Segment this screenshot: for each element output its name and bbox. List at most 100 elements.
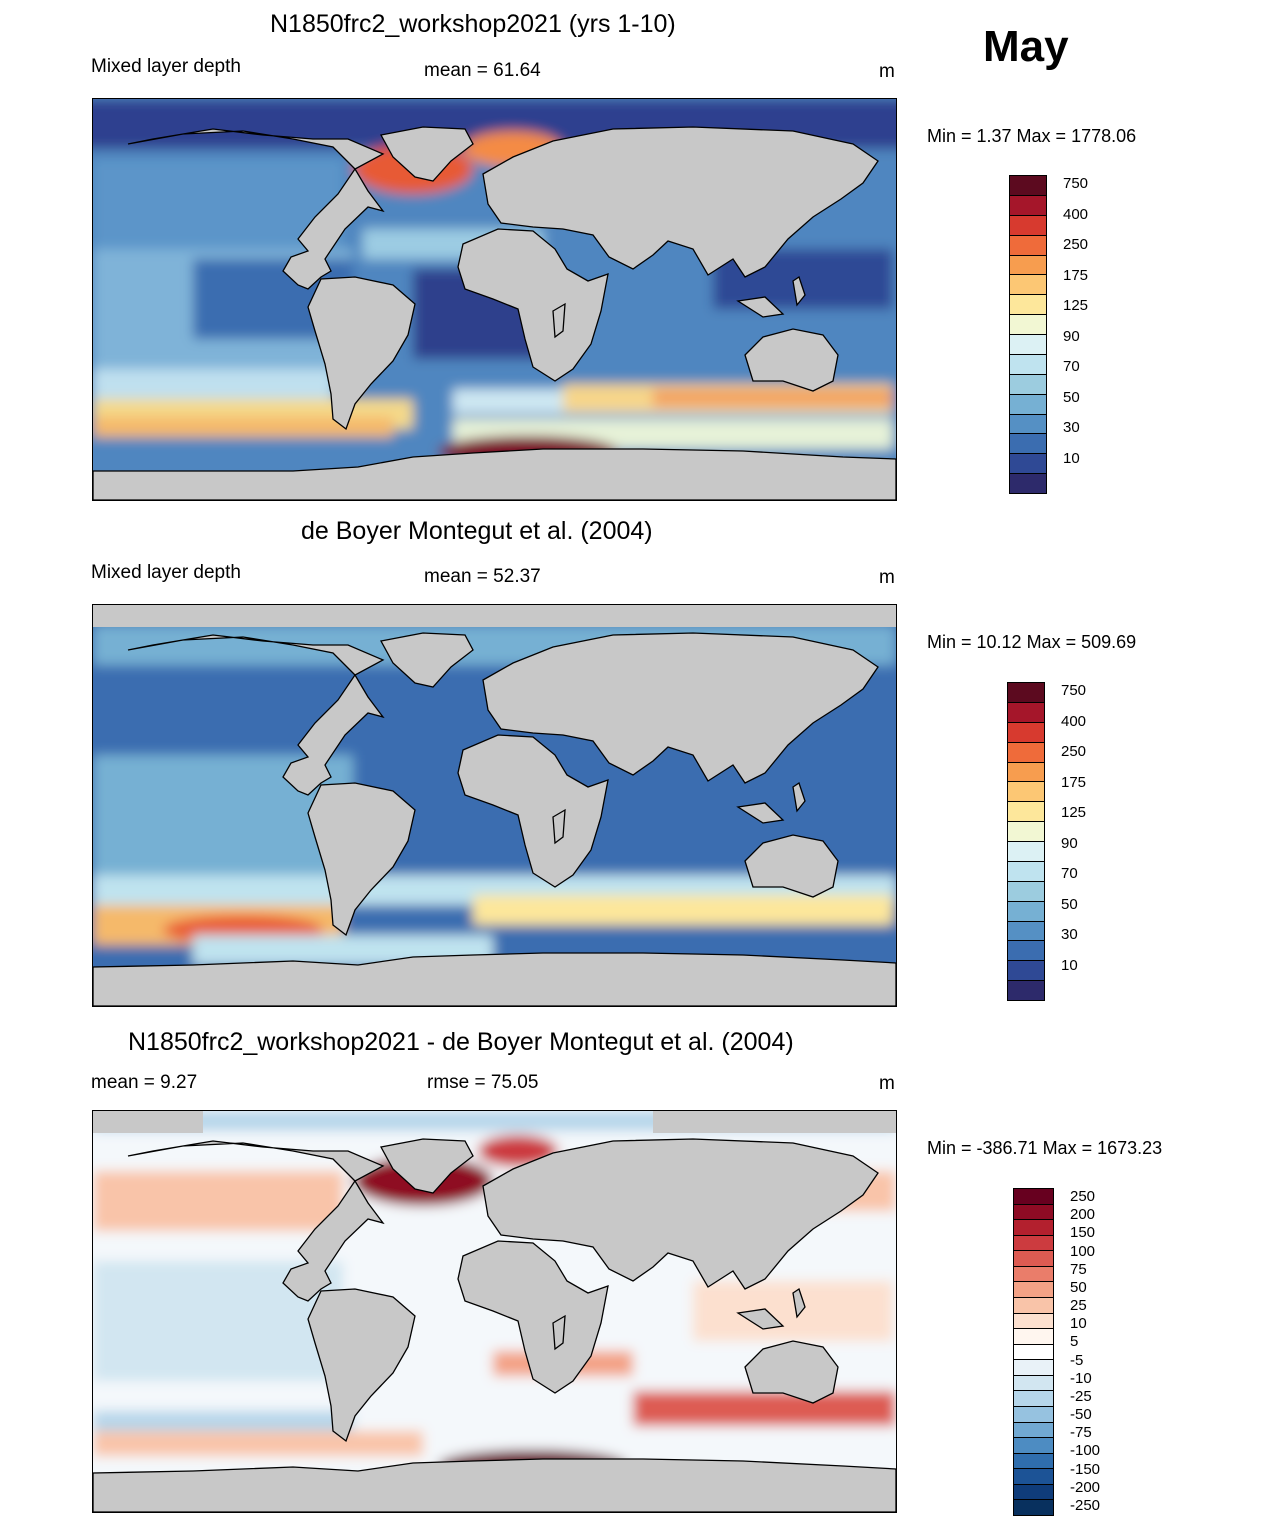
colorbar-tick-label: -100: [1070, 1442, 1101, 1460]
panel-diff-rmse-label: rmse = 75.05: [427, 1072, 539, 1093]
continents: [93, 1111, 896, 1512]
colorbar-swatch: [1013, 1359, 1054, 1376]
colorbar-swatch: [1009, 413, 1047, 435]
colorbar-swatch: [1013, 1203, 1054, 1221]
colorbar-swatch: [1009, 294, 1047, 316]
panel-obs-minmax: Min = 10.12 Max = 509.69: [927, 632, 1137, 652]
colorbar-swatch: [1013, 1406, 1054, 1423]
colorbar-tick-label: 10: [1063, 449, 1080, 467]
colorbar-tick-label: 175: [1063, 266, 1089, 284]
colorbar-swatch: [1007, 682, 1045, 703]
colorbar-tick-label: 400: [1061, 712, 1087, 730]
colorbar-swatch: [1013, 1468, 1054, 1485]
colorbar-swatch: [1013, 1250, 1054, 1267]
colorbar-swatch: [1013, 1297, 1054, 1314]
colorbar-tick-label: 5: [1070, 1333, 1079, 1351]
colorbar-swatch: [1009, 214, 1047, 236]
colorbar-swatch: [1013, 1452, 1054, 1470]
colorbar-swatch: [1013, 1437, 1054, 1454]
colorbar-swatch: [1013, 1281, 1054, 1298]
colorbar-swatch: [1013, 1188, 1054, 1205]
colorbar-swatch: [1007, 980, 1045, 1001]
colorbar-swatch: [1013, 1374, 1054, 1392]
colorbar-tick-label: 10: [1070, 1315, 1087, 1333]
colorbar-swatch: [1013, 1499, 1054, 1516]
colorbar-tick-label: 25: [1070, 1297, 1087, 1315]
colorbar-swatch: [1013, 1343, 1054, 1361]
colorbar-swatch: [1007, 701, 1045, 723]
map-diff: [92, 1110, 897, 1513]
colorbar-swatch: [1009, 353, 1047, 375]
colorbar-tick-label: 125: [1063, 297, 1089, 315]
colorbar-tick-label: 10: [1061, 956, 1078, 974]
map-obs: [92, 604, 897, 1007]
colorbar-swatch: [1007, 880, 1045, 902]
colorbar-swatch: [1013, 1312, 1054, 1330]
colorbar-tick-label: 70: [1061, 865, 1078, 883]
colorbar-tick-label: 90: [1061, 834, 1078, 852]
colorbar-tick-label: -150: [1070, 1460, 1101, 1478]
colorbar-swatch: [1009, 234, 1047, 256]
colorbar-tick-label: -50: [1070, 1406, 1092, 1424]
colorbar-swatch: [1009, 433, 1047, 455]
panel-diff-unit: m: [879, 1073, 895, 1094]
colorbar-tick-label: -200: [1070, 1478, 1101, 1496]
colorbar-swatch: [1007, 900, 1045, 922]
colorbar-swatch: [1009, 334, 1047, 355]
colorbar-tick-label: -250: [1070, 1496, 1101, 1514]
colorbar-swatch: [1009, 314, 1047, 335]
colorbar-tick-label: 50: [1070, 1278, 1087, 1296]
colorbar-swatch: [1009, 274, 1047, 296]
colorbar-tick-label: -5: [1070, 1351, 1084, 1369]
colorbar-swatch: [1013, 1234, 1054, 1252]
colorbar-tick-label: 250: [1063, 236, 1089, 253]
colorbar-swatch: [1009, 473, 1047, 494]
colorbar-tick-label: 750: [1063, 175, 1089, 192]
month-label: May: [983, 22, 1069, 71]
colorbar-tick-label: 50: [1061, 895, 1078, 913]
panel-diff-mean-label: mean = 9.27: [91, 1072, 198, 1093]
panel-obs-title: de Boyer Montegut et al. (2004): [301, 517, 653, 545]
colorbar-swatch: [1009, 453, 1047, 475]
colorbar-tick-label: 70: [1063, 358, 1080, 376]
colorbar-swatch: [1009, 175, 1047, 196]
panel-obs-mean-label: mean = 52.37: [424, 566, 541, 587]
panel-model-unit: m: [879, 61, 895, 82]
colorbar-tick-label: -75: [1070, 1424, 1092, 1442]
panel-model-minmax: Min = 1.37 Max = 1778.06: [927, 126, 1137, 146]
colorbar-swatch: [1013, 1328, 1054, 1345]
colorbar-tick-label: 200: [1070, 1206, 1096, 1224]
colorbar-tick-label: -10: [1070, 1369, 1092, 1387]
colorbar-tick-label: -25: [1070, 1387, 1092, 1405]
colorbar-swatch: [1007, 940, 1045, 962]
colorbar-swatch: [1007, 960, 1045, 982]
colorbar-tick-label: 400: [1063, 205, 1089, 223]
colorbar-tick-label: 50: [1063, 388, 1080, 406]
colorbar-swatch: [1007, 801, 1045, 823]
colorbar-swatch: [1007, 741, 1045, 763]
colorbar-swatch: [1009, 254, 1047, 276]
colorbar-swatch: [1009, 194, 1047, 216]
colorbar-tick-label: 90: [1063, 327, 1080, 345]
colorbar-swatch: [1007, 841, 1045, 862]
colorbar-swatch: [1007, 920, 1045, 942]
colorbar-swatch: [1007, 821, 1045, 842]
colorbar-swatch: [1013, 1219, 1054, 1236]
colorbar-swatch: [1007, 721, 1045, 743]
panel-diff-title: N1850frc2_workshop2021 - de Boyer Monteg…: [128, 1028, 794, 1056]
colorbar-tick-label: 150: [1070, 1224, 1096, 1242]
panel-obs-unit: m: [879, 567, 895, 588]
panel-model-title: N1850frc2_workshop2021 (yrs 1-10): [270, 10, 676, 38]
panel-model-mean-label: mean = 61.64: [424, 60, 541, 81]
colorbar-swatch: [1013, 1421, 1054, 1439]
colorbar-swatch: [1013, 1483, 1054, 1501]
panel-obs-variable-label: Mixed layer depth: [91, 562, 241, 583]
colorbar-swatch: [1013, 1390, 1054, 1407]
colorbar-swatch: [1009, 393, 1047, 415]
colorbar-swatch: [1013, 1265, 1054, 1283]
panel-diff-minmax: Min = -386.71 Max = 1673.23: [927, 1138, 1163, 1158]
colorbar-tick-label: 30: [1061, 926, 1078, 944]
colorbar-tick-label: 75: [1070, 1260, 1087, 1278]
colorbar-swatch: [1007, 781, 1045, 803]
colorbar-tick-label: 125: [1061, 804, 1087, 822]
